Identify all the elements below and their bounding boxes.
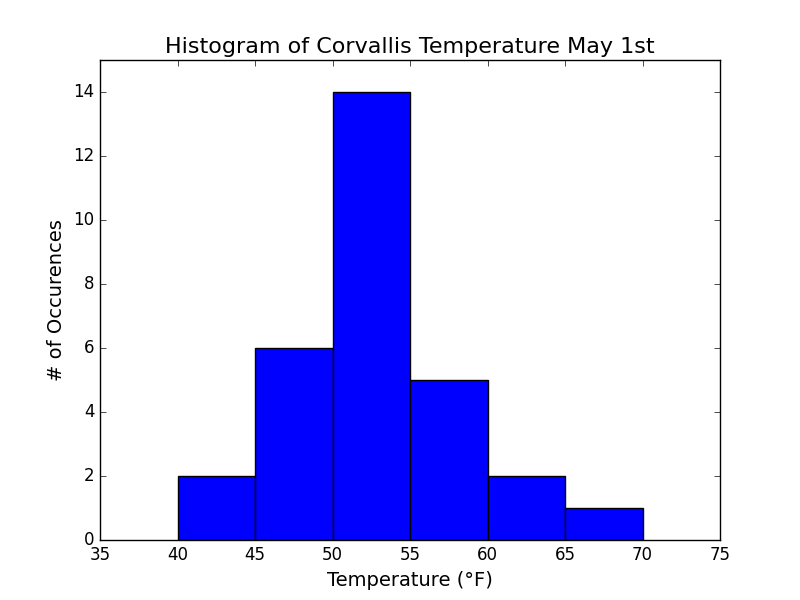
Bar xyxy=(333,92,410,540)
Bar xyxy=(178,476,255,540)
Bar xyxy=(255,348,333,540)
Y-axis label: # of Occurences: # of Occurences xyxy=(47,219,66,381)
X-axis label: Temperature (°F): Temperature (°F) xyxy=(327,571,493,589)
Bar xyxy=(410,380,487,540)
Bar xyxy=(565,508,642,540)
Bar xyxy=(487,476,565,540)
Title: Histogram of Corvallis Temperature May 1st: Histogram of Corvallis Temperature May 1… xyxy=(165,37,655,57)
